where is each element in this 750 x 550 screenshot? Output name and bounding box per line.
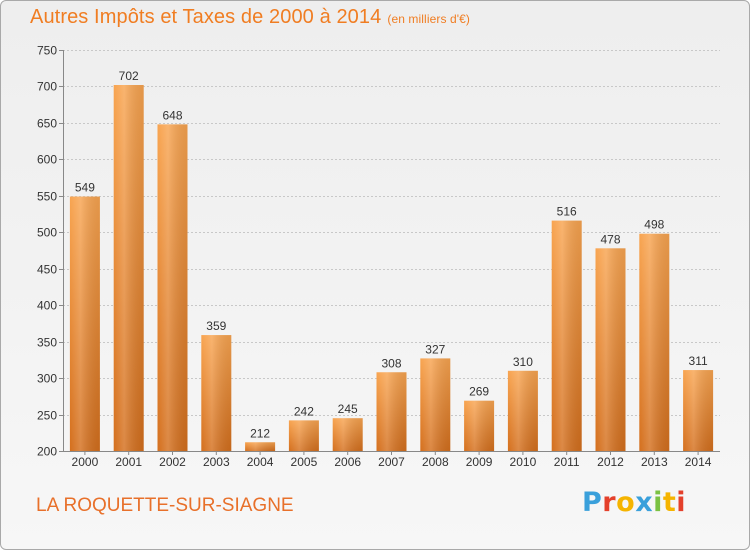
value-label: 212	[250, 426, 270, 440]
bar-shine	[595, 248, 626, 451]
x-tick-label: 2011	[554, 455, 580, 469]
bar-shine	[201, 335, 232, 451]
logo-letter: t	[662, 487, 677, 518]
y-tick-label: 700	[37, 80, 57, 94]
logo-letter: x	[635, 487, 654, 518]
value-label: 242	[294, 404, 314, 418]
value-label: 311	[689, 354, 708, 368]
y-tick-label: 200	[37, 445, 57, 459]
value-label: 310	[513, 355, 533, 369]
bar-shine	[507, 370, 538, 451]
x-tick-label: 2009	[466, 455, 493, 469]
x-tick-label: 2002	[159, 455, 186, 469]
bar-shine	[376, 372, 407, 451]
bar-shine	[69, 196, 100, 451]
y-tick-label: 500	[37, 226, 57, 240]
y-tick-label: 450	[37, 263, 57, 277]
x-tick-label: 2014	[685, 455, 712, 469]
value-label: 269	[469, 385, 489, 399]
chart-unit-label: (en milliers d'€)	[387, 12, 471, 26]
y-tick-label: 550	[37, 190, 57, 204]
bar-shine	[551, 220, 582, 451]
y-tick-label: 300	[37, 372, 57, 386]
x-tick-label: 2012	[597, 455, 624, 469]
logo-letter: r	[602, 487, 617, 518]
bar-shine	[639, 233, 670, 451]
logo-letter: o	[616, 487, 636, 518]
y-tick-label: 250	[37, 409, 57, 423]
chart-title-text: Autres Impôts et Taxes de 2000 à 2014	[30, 6, 382, 28]
bar-shine	[420, 358, 451, 451]
bar-shine	[113, 84, 144, 451]
y-tick-label: 400	[37, 299, 57, 313]
value-label: 648	[162, 108, 182, 122]
value-label: 516	[557, 205, 577, 219]
y-tick-label: 600	[37, 153, 57, 167]
proxiti-logo: Proxiti	[582, 487, 686, 518]
x-tick-label: 2004	[247, 455, 274, 469]
value-label: 478	[600, 232, 620, 246]
x-tick-label: 2010	[510, 455, 537, 469]
y-tick-label: 650	[37, 117, 57, 131]
value-label: 549	[75, 181, 95, 195]
value-label: 359	[206, 319, 226, 333]
value-label: 327	[425, 342, 445, 356]
x-tick-label: 2003	[203, 455, 230, 469]
bar-shine	[245, 442, 276, 451]
x-tick-label: 2008	[422, 455, 449, 469]
value-label: 308	[381, 356, 401, 370]
x-tick-label: 2006	[334, 455, 361, 469]
y-tick-label: 750	[37, 44, 57, 58]
x-tick-label: 2013	[641, 455, 668, 469]
bar-shine	[332, 418, 363, 451]
chart-title: Autres Impôts et Taxes de 2000 à 2014 (en…	[30, 6, 470, 29]
x-tick-label: 2001	[115, 455, 142, 469]
bar-shine	[288, 420, 319, 451]
logo-letter: P	[582, 487, 603, 518]
logo-letter: i	[676, 487, 687, 518]
logo-letter: i	[653, 487, 663, 518]
value-label: 498	[644, 218, 664, 232]
x-tick-label: 2005	[291, 455, 318, 469]
x-tick-label: 2000	[72, 455, 99, 469]
bar-shine	[683, 370, 714, 451]
commune-name: LA ROQUETTE-SUR-SIAGNE	[36, 495, 294, 516]
value-label: 702	[119, 69, 139, 83]
x-tick-label: 2007	[378, 455, 405, 469]
value-label: 245	[338, 402, 358, 416]
bar-shine	[157, 124, 188, 451]
y-tick-label: 350	[37, 336, 57, 350]
bar-shine	[464, 400, 495, 451]
